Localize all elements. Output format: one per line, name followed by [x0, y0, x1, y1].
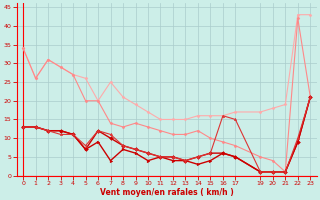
- X-axis label: Vent moyen/en rafales ( km/h ): Vent moyen/en rafales ( km/h ): [100, 188, 234, 197]
